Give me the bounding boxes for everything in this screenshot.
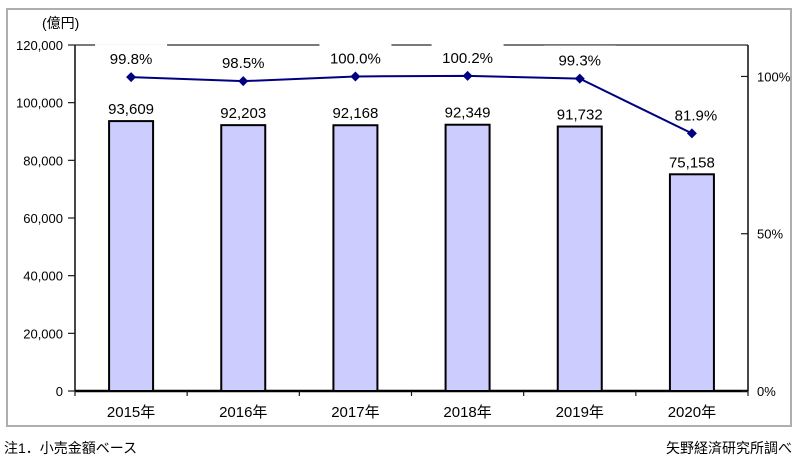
bar-value-label: 93,609 [108,101,154,118]
bar-2020年 [668,173,715,392]
bar-2016年 [220,124,267,393]
left-axis-tick-label: 40,000 [23,269,63,284]
bar-2017年 [332,124,379,392]
right-axis-tick-label: 100% [757,69,791,84]
line-label-box [95,44,168,70]
line-value-label: 99.8% [110,51,153,68]
line-marker-diamond [686,128,697,139]
line-marker-diamond [126,72,137,83]
line-value-label: 81.9% [675,107,718,124]
category-label: 2020年 [668,404,716,421]
left-axis-tick-label: 120,000 [16,38,63,53]
left-axis-tick-label: 60,000 [23,211,63,226]
line-label-box [319,43,392,69]
category-label: 2018年 [443,404,491,421]
bar-value-label: 91,732 [557,107,603,124]
left-axis-tick-label: 80,000 [23,153,63,168]
bar-value-label: 92,203 [220,105,266,122]
line-label-box [431,42,504,68]
line-value-label: 100.0% [330,50,381,67]
left-axis-tick-label: 100,000 [16,96,63,111]
line-value-label: 99.3% [558,53,601,70]
line-marker-diamond [574,73,585,84]
right-axis-tick-label: 0% [757,384,776,399]
line-label-box [543,45,616,71]
line-value-label: 98.5% [222,55,265,72]
bar-value-label: 92,349 [445,105,491,122]
line-label-box [207,48,280,74]
source-credit: 矢野経済研究所調べ [666,440,792,456]
bar-value-label: 92,168 [332,105,378,122]
bar-2019年 [556,125,603,392]
left-axis-tick-label: 0 [56,384,63,399]
line-marker-diamond [238,76,249,87]
category-label: 2017年 [331,404,379,421]
footnote: 注1．小売金額ベース [4,440,138,456]
line-marker-diamond [350,71,361,82]
ratio-line [131,74,693,135]
bar-value-label: 75,158 [669,154,715,171]
line-value-label: 100.2% [442,50,493,67]
left-axis-tick-label: 20,000 [23,326,63,341]
bar-2015年 [108,120,155,392]
left-axis-unit-label: (億円) [42,15,80,31]
category-label: 2015年 [107,404,155,421]
right-axis-tick-label: 50% [757,227,783,242]
category-label: 2019年 [556,404,604,421]
bar-2018年 [444,123,491,392]
category-label: 2016年 [219,404,267,421]
line-marker-diamond [462,70,473,81]
